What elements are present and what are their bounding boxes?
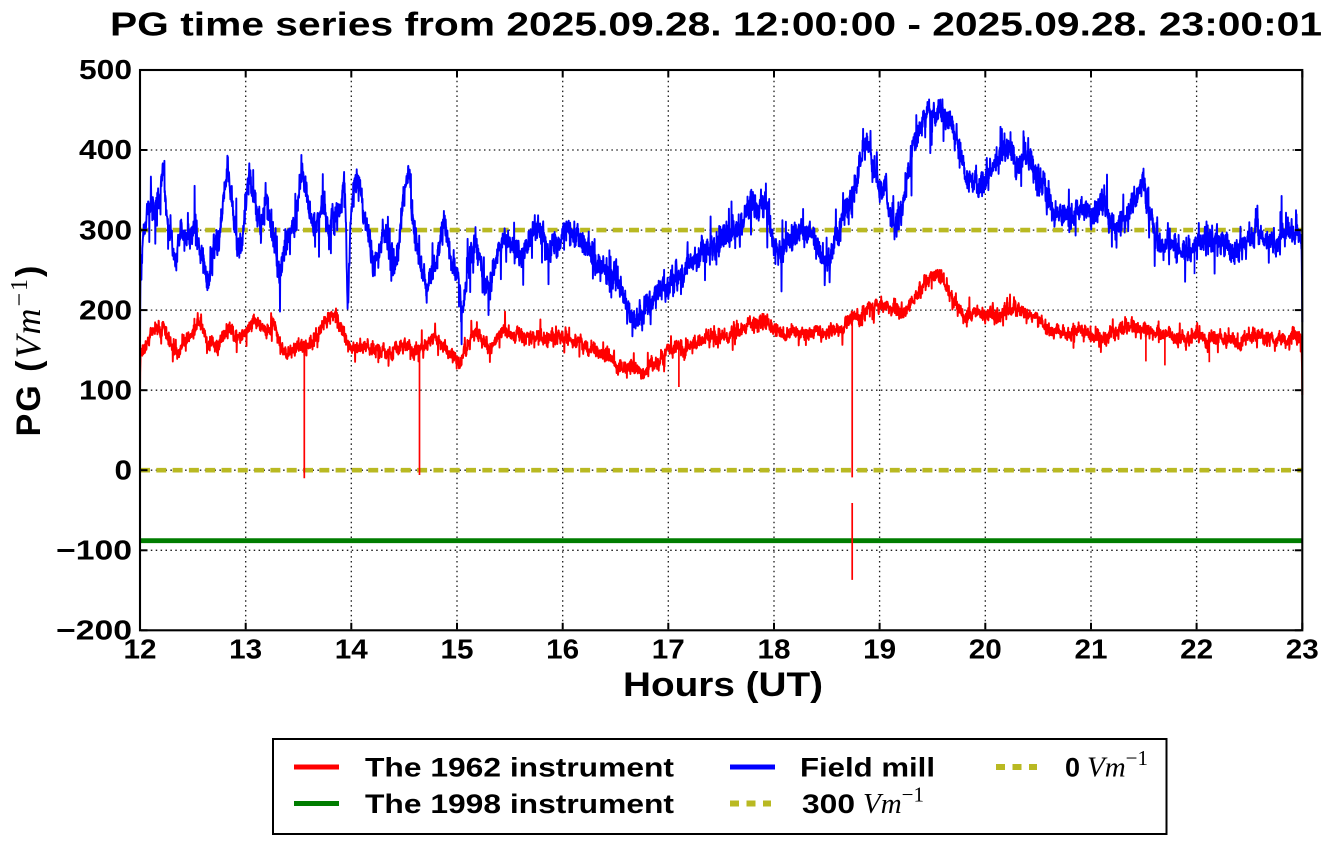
svg-text:0: 0 bbox=[115, 454, 133, 485]
svg-text:400: 400 bbox=[79, 134, 132, 165]
svg-text:12: 12 bbox=[124, 634, 157, 665]
svg-text:23: 23 bbox=[1286, 634, 1319, 665]
svg-text:21: 21 bbox=[1075, 634, 1108, 665]
svg-text:18: 18 bbox=[758, 634, 791, 665]
svg-text:15: 15 bbox=[441, 634, 474, 665]
svg-text:300: 300 bbox=[79, 214, 132, 245]
svg-text:22: 22 bbox=[1180, 634, 1213, 665]
svg-text:Field mill: Field mill bbox=[800, 753, 935, 783]
svg-text:500: 500 bbox=[79, 54, 132, 85]
svg-text:17: 17 bbox=[652, 634, 685, 665]
svg-text:16: 16 bbox=[546, 634, 579, 665]
svg-text:0: 0 bbox=[1065, 753, 1080, 783]
svg-text:300: 300 bbox=[802, 789, 855, 819]
svg-text:−200: −200 bbox=[56, 615, 132, 646]
svg-text:200: 200 bbox=[79, 294, 132, 325]
svg-text:The 1962 instrument: The 1962 instrument bbox=[365, 753, 674, 783]
svg-text:20: 20 bbox=[969, 634, 1002, 665]
svg-text:100: 100 bbox=[79, 374, 132, 405]
svg-text:14: 14 bbox=[335, 634, 369, 665]
svg-text:PG time series from 2025.09.28: PG time series from 2025.09.28. 12:00:00… bbox=[110, 6, 1322, 43]
svg-text:Hours (UT): Hours (UT) bbox=[623, 666, 823, 704]
svg-text:13: 13 bbox=[229, 634, 262, 665]
svg-text:The 1998 instrument: The 1998 instrument bbox=[365, 789, 674, 819]
svg-text:19: 19 bbox=[863, 634, 896, 665]
svg-text:−100: −100 bbox=[56, 535, 132, 566]
